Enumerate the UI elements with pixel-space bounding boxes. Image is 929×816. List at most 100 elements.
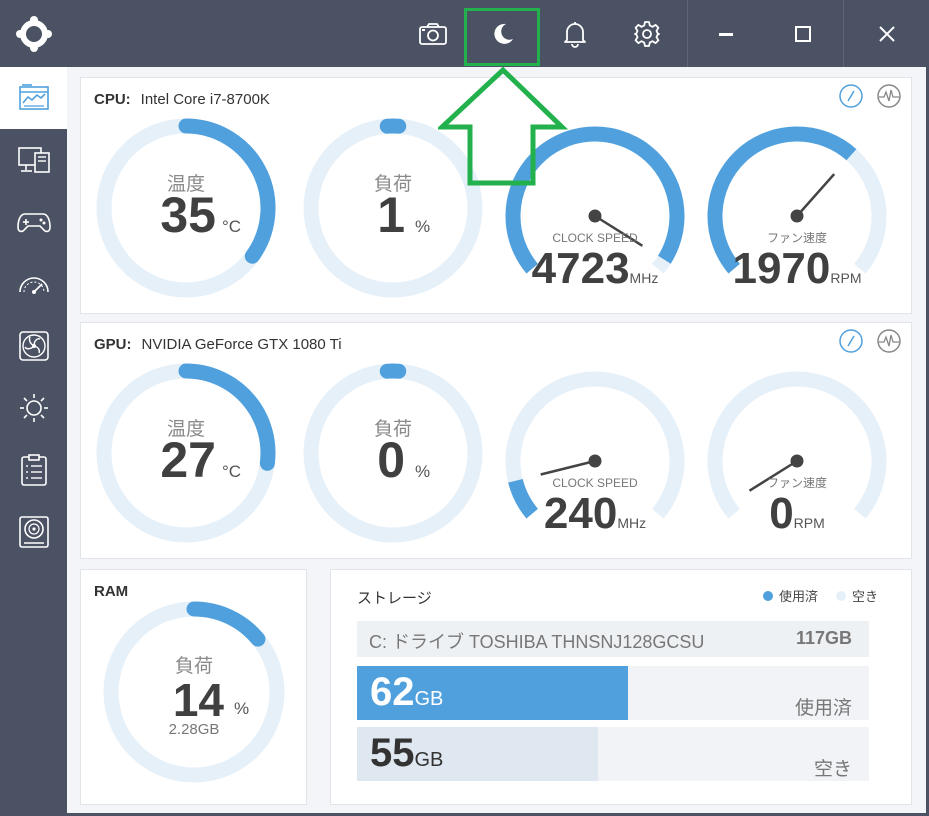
cpu-temp-gauge-unit: °C bbox=[222, 217, 241, 236]
notifications-button[interactable] bbox=[547, 0, 603, 67]
graph-view-icon[interactable] bbox=[876, 83, 902, 109]
gpu-fan-gauge-reading: 0RPM bbox=[769, 489, 825, 538]
sidebar-item-gaming[interactable] bbox=[0, 191, 67, 253]
graph-view-icon[interactable] bbox=[876, 328, 902, 354]
cpu-clock-gauge-hub bbox=[588, 209, 602, 223]
sidebar-item-fan[interactable] bbox=[0, 315, 67, 377]
cpu-clock-gauge-reading: 4723MHz bbox=[532, 244, 659, 293]
gpu-fan-gauge-track bbox=[707, 371, 887, 519]
cpu-clock-gauge-unit: MHz bbox=[630, 270, 659, 286]
gauge-view-icon[interactable] bbox=[838, 328, 864, 354]
cpu-fan-gauge-value: 1970 bbox=[732, 244, 830, 293]
cpu-load-gauge-title: 負荷 bbox=[374, 173, 412, 195]
free-amount: 55GB bbox=[370, 731, 443, 776]
close-button[interactable] bbox=[843, 0, 929, 67]
cpu-name: Intel Core i7-8700K bbox=[140, 91, 270, 108]
drive-total: 117GB bbox=[795, 628, 852, 648]
storage-title: ストレージ bbox=[357, 590, 432, 607]
settings-button[interactable] bbox=[619, 0, 675, 67]
ram-panel: RAM 負荷 14% 2.28GB bbox=[80, 569, 307, 805]
free-bar-fill bbox=[357, 727, 598, 781]
gpu-temp-gauge-arc bbox=[178, 363, 276, 471]
cpu-clock-gauge-needle bbox=[594, 214, 644, 247]
gear-icon bbox=[634, 20, 660, 47]
cpu-clock-gauge-arc bbox=[505, 126, 685, 274]
used-bar: 62GB 使用済 bbox=[357, 666, 869, 720]
annotation-arrow-icon bbox=[438, 66, 568, 186]
gpu-load-gauge-value: 0 bbox=[377, 432, 405, 488]
gpu-clock-gauge-needle bbox=[540, 459, 596, 476]
legend-free-dot bbox=[836, 590, 847, 601]
free-value: 55 bbox=[370, 731, 415, 775]
clipboard-icon bbox=[20, 454, 47, 486]
ram-value: 14 bbox=[173, 674, 225, 726]
legend-used-label: 使用済 bbox=[779, 589, 819, 604]
minimize-button[interactable] bbox=[687, 0, 763, 67]
gpu-fan-gauge-needle bbox=[748, 459, 798, 492]
gpu-clock-gauge-unit: MHz bbox=[617, 515, 646, 531]
drive-label: C: ドライブ TOSHIBA THNSNJ128GCSU bbox=[369, 632, 705, 652]
screenshot-button[interactable] bbox=[405, 0, 461, 67]
bell-icon bbox=[564, 21, 586, 48]
cpu-label: CPU: bbox=[94, 91, 131, 108]
sidebar bbox=[0, 67, 67, 816]
gpu-clock-gauge-track bbox=[505, 371, 685, 519]
drive-header[interactable]: C: ドライブ TOSHIBA THNSNJ128GCSU 117GB bbox=[357, 621, 869, 657]
gpu-title: GPU: NVIDIA GeForce GTX 1080 Ti bbox=[94, 336, 342, 353]
minimize-icon bbox=[718, 32, 733, 36]
monitor-icon bbox=[17, 147, 50, 173]
storage-legend: 使用済 空き bbox=[763, 586, 878, 605]
cpu-fan-gauge-reading: 1970RPM bbox=[732, 244, 861, 293]
maximize-button[interactable] bbox=[763, 0, 843, 67]
sidebar-item-performance[interactable] bbox=[0, 253, 67, 315]
gauge-view-icon[interactable] bbox=[838, 83, 864, 109]
gpu-load-gauge: 負荷0% bbox=[303, 363, 483, 543]
cpu-fan-gauge-arc bbox=[707, 126, 857, 274]
cpu-temp-gauge-arc bbox=[178, 118, 276, 264]
gpu-panel: GPU: NVIDIA GeForce GTX 1080 Ti 温度 27 °C 負荷 0… bbox=[80, 322, 912, 559]
cpu-load-gauge: 負荷1% bbox=[303, 118, 483, 298]
cpu-fan-gauge-hub bbox=[790, 209, 804, 223]
cpu-panel: CPU: Intel Core i7-8700K 温度 35 °C 負荷 1% CLOCK … bbox=[80, 77, 912, 314]
sidebar-item-disk[interactable] bbox=[0, 501, 67, 563]
cpu-clock-gauge-value: 4723 bbox=[532, 244, 630, 293]
sidebar-item-dashboard[interactable] bbox=[0, 67, 67, 129]
gpu-load-gauge-title: 負荷 bbox=[374, 418, 412, 440]
disk-icon bbox=[18, 516, 49, 548]
gpu-temp-gauge-unit: °C bbox=[222, 462, 241, 481]
ram-unit: % bbox=[234, 699, 249, 718]
cpu-clock-gauge-title: CLOCK SPEED bbox=[552, 231, 638, 245]
storage-panel: ストレージ 使用済 空き C: ドライブ TOSHIBA THNSNJ128GC… bbox=[330, 569, 912, 805]
gpu-fan-gauge-hub bbox=[790, 454, 804, 468]
gpu-fan-gauge-title: ファン速度 bbox=[767, 475, 827, 490]
gpu-clock-gauge-arc bbox=[508, 478, 539, 519]
legend-used-dot bbox=[763, 590, 773, 601]
legend-free-label: 空き bbox=[852, 589, 879, 604]
fan-icon bbox=[18, 331, 49, 361]
dashboard-icon bbox=[18, 84, 49, 110]
night-mode-button[interactable] bbox=[475, 0, 531, 67]
close-icon bbox=[878, 25, 895, 42]
speedometer-icon bbox=[18, 277, 49, 294]
used-label: 使用済 bbox=[794, 698, 852, 719]
cpu-load-gauge-value: 1 bbox=[377, 187, 405, 243]
sidebar-item-monitor[interactable] bbox=[0, 129, 67, 191]
sidebar-item-report[interactable] bbox=[0, 439, 67, 501]
cpu-fan-gauge-unit: RPM bbox=[830, 270, 861, 286]
gpu-fan-gauge-value: 0 bbox=[769, 489, 793, 538]
gpu-name: NVIDIA GeForce GTX 1080 Ti bbox=[141, 336, 342, 353]
logo-icon bbox=[0, 0, 67, 67]
brightness-icon bbox=[19, 394, 48, 422]
gpu-clock-gauge-value: 240 bbox=[544, 489, 617, 538]
sidebar-item-lighting[interactable] bbox=[0, 377, 67, 439]
gpu-load-gauge-unit: % bbox=[415, 462, 430, 481]
